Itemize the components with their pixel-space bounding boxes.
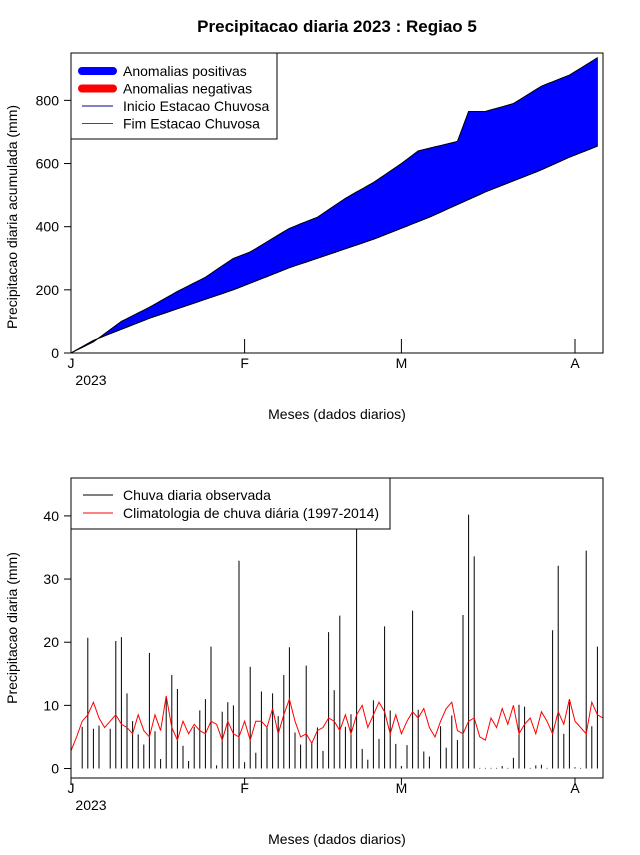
legend-label-top: Anomalias negativas — [123, 81, 252, 97]
y-tick-label-top: 600 — [36, 156, 60, 172]
x-tick-label-bottom: M — [396, 780, 408, 796]
x-tick-label-bottom: J — [68, 780, 75, 796]
y-tick-label-top: 400 — [36, 219, 60, 235]
legend-box-top — [70, 52, 278, 140]
x-tick-label-bottom: F — [240, 780, 249, 796]
y-tick-label-bottom: 40 — [43, 508, 59, 524]
y-axis-bottom: 0 10 20 30 40 — [43, 508, 71, 777]
x-tick-label-top: M — [396, 355, 408, 371]
y-tick-label-top: 800 — [36, 92, 60, 108]
y-axis-label-bottom: Precipitacao diaria (mm) — [4, 552, 20, 704]
year-label-top: 2023 — [75, 372, 106, 388]
x-tick-label-bottom: A — [570, 780, 580, 796]
legend-label-bottom: Climatologia de chuva diária (1997-2014) — [123, 505, 379, 521]
y-tick-label-top: 0 — [51, 345, 59, 361]
y-axis-label-top: Precipitacao diaria acumulada (mm) — [4, 105, 20, 329]
year-label-bottom: 2023 — [75, 797, 106, 813]
y-tick-label-bottom: 30 — [43, 571, 59, 587]
plot-border-top — [70, 52, 604, 354]
legend-label-top: Anomalias positivas — [123, 63, 247, 79]
x-axis-label-top: Meses (dados diarios) — [268, 406, 406, 422]
legend-bottom: Chuva diaria observada Climatologia de ch… — [70, 477, 391, 530]
cumulative-area-group — [70, 56, 598, 354]
legend-label-top: Fim Estacao Chuvosa — [123, 116, 260, 132]
climatology-line-group — [70, 695, 604, 751]
chart-title: Precipitacao diaria 2023 : Regiao 5 — [197, 17, 477, 36]
y-tick-label-bottom: 10 — [43, 697, 59, 713]
legend-label-bottom: Chuva diaria observada — [123, 487, 271, 503]
x-axis-label-bottom: Meses (dados diarios) — [268, 831, 406, 847]
daily-panel: 0 10 20 30 40 J F M A 2023 Meses (dados diarios… — [4, 477, 604, 847]
climatology-cumulative-line — [70, 145, 598, 354]
legend-top: Anomalias positivas Anomalias negativasIn… — [70, 52, 278, 140]
observed-cumulative-line — [70, 57, 598, 354]
legend-label-top: Inicio Estacao Chuvosa — [123, 98, 270, 114]
x-tick-label-top: F — [240, 355, 249, 371]
legend-box-bottom — [70, 477, 391, 530]
cumulative-panel: Precipitacao diaria 2023 : Regiao 5 0 200… — [4, 17, 604, 422]
y-tick-label-bottom: 20 — [43, 634, 59, 650]
x-tick-label-top: J — [68, 355, 75, 371]
climatology-daily-line — [70, 695, 604, 751]
x-tick-label-top: A — [570, 355, 580, 371]
y-axis-top: 0 200 400 600 800 — [36, 92, 71, 361]
y-tick-label-top: 200 — [36, 282, 60, 298]
y-tick-label-bottom: 0 — [51, 761, 59, 777]
